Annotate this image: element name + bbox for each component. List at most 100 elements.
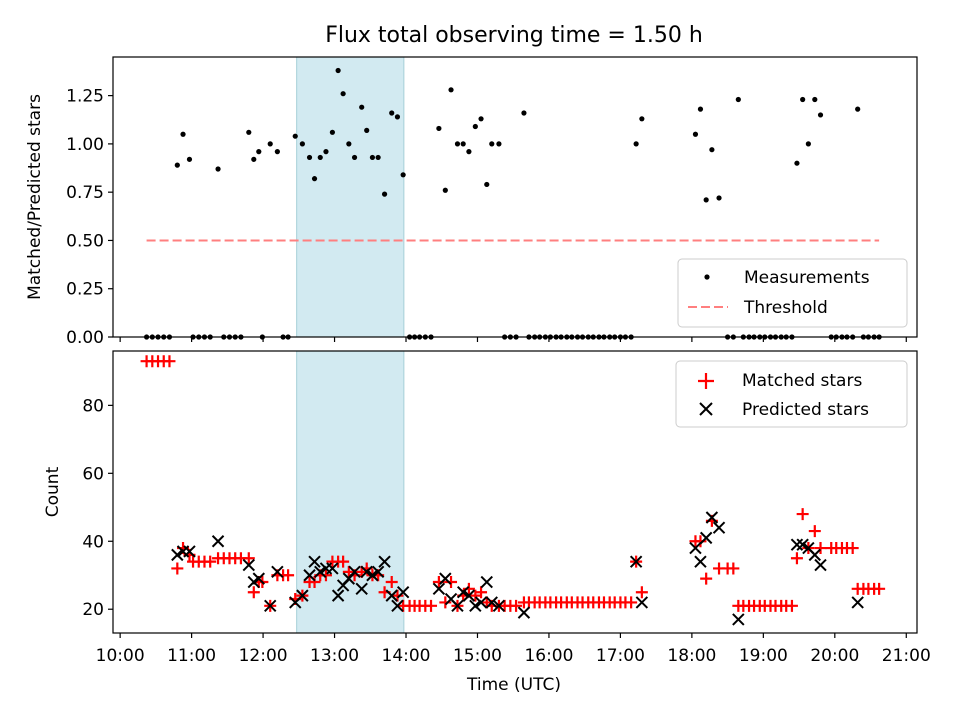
predicted-point xyxy=(326,562,339,575)
predicted-point xyxy=(303,569,316,582)
measurement-point xyxy=(489,141,495,147)
predicted-point xyxy=(462,589,476,602)
measurement-point xyxy=(472,123,478,130)
measurement-point xyxy=(381,191,388,197)
measurement-point xyxy=(274,149,280,155)
x-tick-label: 15:00 xyxy=(453,646,502,666)
predicted-point xyxy=(296,589,309,602)
top-highlight-span xyxy=(296,56,405,338)
measurement-point xyxy=(478,116,484,122)
predicted-point xyxy=(378,555,391,568)
predicted-point xyxy=(732,613,745,626)
top-y-axis-label: Matched/Predicted stars xyxy=(25,94,45,300)
predicted-point xyxy=(348,565,361,579)
bottom-legend: Matched stars Predicted stars xyxy=(675,360,908,428)
measurement-point xyxy=(364,127,370,133)
measurement-point xyxy=(359,104,365,110)
matched-point xyxy=(475,586,488,599)
top-y-tick-label: 1.25 xyxy=(66,87,104,107)
predicted-point xyxy=(371,565,385,579)
chart-title: Flux total observing time = 1.50 h xyxy=(325,23,703,48)
matched-point xyxy=(796,508,809,521)
predicted-point xyxy=(705,511,719,524)
measurement-point xyxy=(335,67,341,74)
measurement-point xyxy=(448,87,454,93)
matched-point xyxy=(171,562,184,575)
predicted-points xyxy=(171,511,864,626)
predicted-point xyxy=(851,596,864,609)
predicted-point xyxy=(314,565,327,579)
bottom-y-ticks: 20 40 60 80 xyxy=(82,396,113,620)
top-legend: Measurements Threshold xyxy=(677,258,908,328)
predicted-point xyxy=(360,565,373,579)
predicted-point xyxy=(635,596,649,609)
predicted-point xyxy=(385,589,398,602)
measurement-point xyxy=(639,116,645,122)
bottom-axes-frame xyxy=(112,350,918,634)
measurement-point xyxy=(442,187,448,193)
predicted-point xyxy=(694,555,707,568)
measurement-point xyxy=(394,114,401,120)
predicted-point xyxy=(439,572,452,585)
matched-point xyxy=(319,569,332,582)
predicted-point xyxy=(790,538,804,551)
predicted-point xyxy=(456,586,470,599)
top-y-tick-label: 0.50 xyxy=(66,231,104,251)
measurement-point xyxy=(351,154,358,161)
measurement-point xyxy=(317,154,323,161)
measurement-point xyxy=(794,160,800,166)
x-tick-label: 21:00 xyxy=(882,646,931,666)
matched-point xyxy=(425,599,438,612)
top-y-tick-label: 0.00 xyxy=(66,328,104,348)
matched-point xyxy=(635,586,648,599)
predicted-point xyxy=(808,548,822,562)
measurement-point xyxy=(633,141,639,147)
legend-matched-marker xyxy=(698,373,714,389)
predicted-point xyxy=(396,586,410,599)
x-tick-label: 16:00 xyxy=(524,646,573,666)
matched-point xyxy=(873,582,886,595)
top-axes-frame xyxy=(112,56,918,338)
measurement-point xyxy=(812,96,818,103)
measurement-point xyxy=(716,195,722,201)
measurement-point xyxy=(323,149,329,155)
predicted-point xyxy=(331,589,345,602)
measurement-point xyxy=(375,154,381,161)
top-y-tick-label: 0.75 xyxy=(66,183,104,203)
predicted-point xyxy=(814,558,827,572)
matched-point xyxy=(625,596,638,609)
measurement-point xyxy=(436,125,442,132)
predicted-point xyxy=(451,599,464,613)
x-tick-label: 20:00 xyxy=(810,646,859,666)
measurement-points xyxy=(143,67,882,340)
measurement-point xyxy=(251,156,257,162)
measurement-point xyxy=(692,131,699,137)
matched-point xyxy=(247,586,260,599)
top-panel: 0.00 0.25 0.50 0.75 1.00 1.25 Matched/Predict… xyxy=(25,56,918,348)
matched-point xyxy=(337,555,350,568)
bottom-y-tick-label: 20 xyxy=(82,600,104,620)
matched-point xyxy=(242,552,255,565)
matched-point xyxy=(439,596,452,609)
top-y-tick-label: 1.00 xyxy=(66,135,104,155)
predicted-point xyxy=(432,582,446,596)
predicted-point xyxy=(474,596,488,609)
measurement-point xyxy=(186,156,193,162)
legend-matched-label: Matched stars xyxy=(742,371,862,391)
measurement-point xyxy=(180,131,186,137)
measurement-point xyxy=(735,96,741,103)
matched-point xyxy=(385,576,398,589)
predicted-point xyxy=(171,548,184,562)
top-y-tick-label: 0.25 xyxy=(66,280,104,300)
x-tick-label: 13:00 xyxy=(310,646,359,666)
predicted-point xyxy=(366,569,379,582)
matched-point xyxy=(308,576,321,589)
predicted-point xyxy=(264,599,277,613)
x-tick-label: 19:00 xyxy=(739,646,788,666)
predicted-point xyxy=(271,565,284,579)
measurement-point xyxy=(817,112,824,118)
measurement-point xyxy=(496,141,502,147)
x-tick-label: 14:00 xyxy=(382,646,431,666)
measurement-point xyxy=(389,110,395,116)
